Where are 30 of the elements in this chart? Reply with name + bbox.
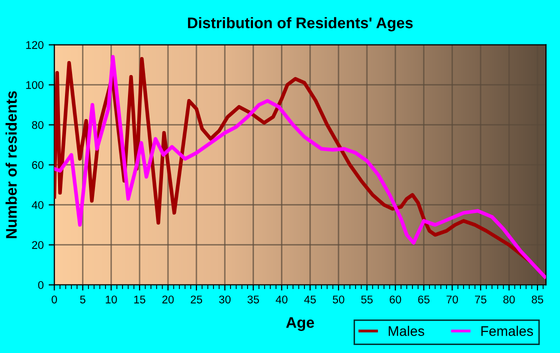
x-tick-label: 5 [80,296,86,304]
y-tick-label: 60 [32,161,44,169]
x-tick-label: 70 [446,296,458,304]
x-tick-label: 40 [276,296,288,304]
x-tick-label: 65 [418,296,430,304]
x-tick-label: 45 [304,296,316,304]
y-tick-label: 40 [32,201,44,209]
x-tick-label: 20 [162,296,174,304]
x-tick-label: 15 [134,296,146,304]
x-tick-label: 0 [52,296,57,304]
x-tick-label: 30 [219,296,231,304]
legend-label: Males [388,326,424,336]
x-tick-label: 55 [361,296,373,304]
x-tick-label: 10 [106,296,117,304]
y-tick-label: 120 [26,41,44,49]
x-axis-title: Age [286,317,314,331]
x-tick-label: 85 [532,296,544,304]
x-tick-label: 35 [248,296,259,304]
x-tick-label: 75 [475,296,486,304]
y-tick-label: 20 [32,241,44,249]
legend-label: Females [481,326,533,336]
chart-title: Distribution of Residents' Ages [188,17,413,32]
x-tick-label: 50 [332,296,344,304]
x-tick-label: 60 [390,296,402,304]
x-tick-label: 25 [190,296,202,304]
y-axis-title: Number of residents [6,91,17,238]
y-tick-label: 100 [26,81,44,89]
x-tick-label: 80 [503,296,515,304]
y-tick-label: 0 [38,281,44,290]
y-tick-label: 80 [32,121,44,129]
